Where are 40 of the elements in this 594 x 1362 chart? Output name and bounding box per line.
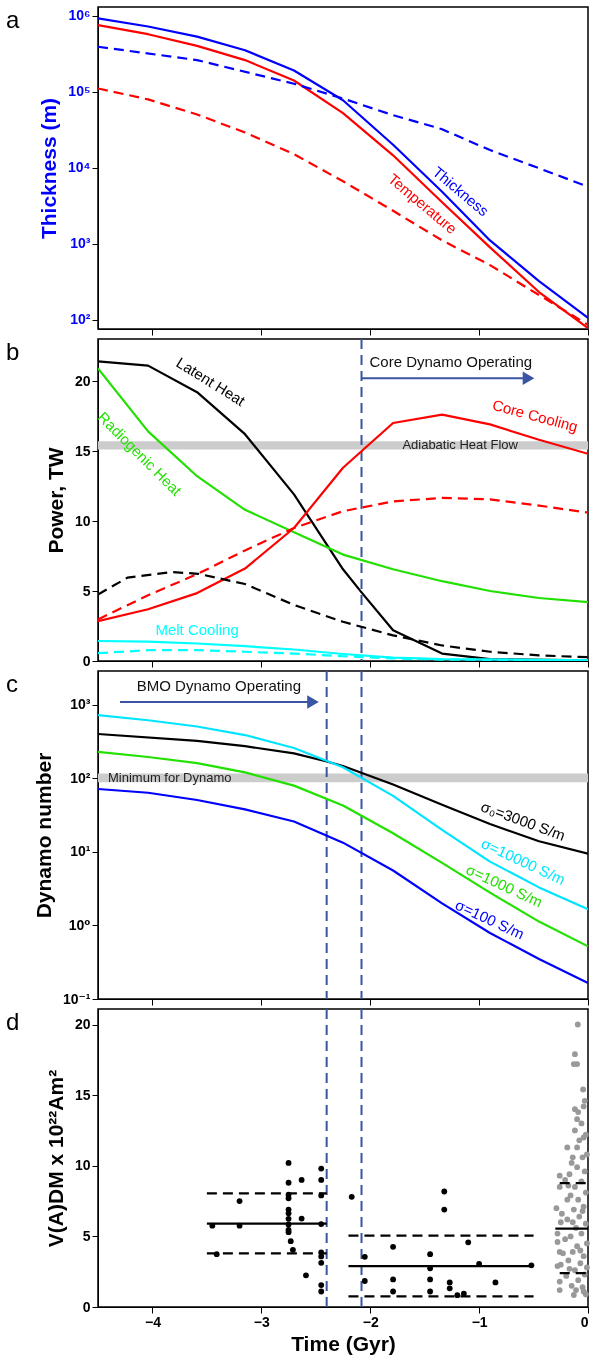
y-tick-label: 10² xyxy=(70,311,91,328)
y-tick-label: 15 xyxy=(74,442,91,459)
y-axis-title: Power, TW xyxy=(43,447,67,554)
y-tick-label: 10¹ xyxy=(70,843,91,860)
chart-title: b xyxy=(6,338,20,365)
y-tick-label: 10² xyxy=(70,769,91,786)
band-label: Minimum for Dynamo xyxy=(108,769,232,785)
y-tick-label: 5 xyxy=(82,582,91,599)
y-axis-title: V(A)DM x 10²²Am² xyxy=(43,1069,67,1248)
y-tick-label: 0 xyxy=(82,1298,91,1315)
y-tick-label: 10⁰ xyxy=(68,917,91,933)
y-tick-label: 10⁴ xyxy=(68,159,91,176)
band-label: Adiabatic Heat Flow xyxy=(402,437,519,453)
y-tick-label: 5 xyxy=(82,1227,91,1244)
series-label: Melt Cooling xyxy=(155,620,239,638)
y-tick-label: 20 xyxy=(74,1016,91,1033)
x-axis-title: Time (Gyr) xyxy=(291,1331,396,1355)
chart-title: d xyxy=(6,1008,20,1035)
annotation: BMO Dynamo Operating xyxy=(136,677,301,694)
y-tick-label: 10 xyxy=(74,1157,91,1174)
y-tick-label: 10³ xyxy=(70,696,91,713)
x-tick-label: −3 xyxy=(253,1313,271,1330)
y-axis-title: Dynamo number xyxy=(31,752,55,919)
chart-title: a xyxy=(6,6,20,33)
y-tick-label: 15 xyxy=(74,1086,91,1103)
annotation: Core Dynamo Operating xyxy=(369,353,533,371)
y-tick-label: 10⁻¹ xyxy=(62,990,91,1007)
chart-title: c xyxy=(6,670,18,697)
y-tick-label: 10 xyxy=(74,512,91,529)
y-tick-label: 10⁵ xyxy=(68,83,91,100)
x-tick-label: 0 xyxy=(580,1313,589,1330)
x-tick-label: −2 xyxy=(362,1313,379,1330)
y-tick-label: 10⁶ xyxy=(68,7,91,24)
x-tick-label: −1 xyxy=(471,1313,488,1330)
x-tick-label: −4 xyxy=(144,1313,162,1330)
y-tick-label: 0 xyxy=(82,652,91,669)
text: Core Cooling xyxy=(490,395,580,436)
y-tick-label: 10³ xyxy=(70,235,91,252)
y-tick-label: 20 xyxy=(74,372,91,389)
y-axis-title: Thickness (m) xyxy=(37,97,60,240)
